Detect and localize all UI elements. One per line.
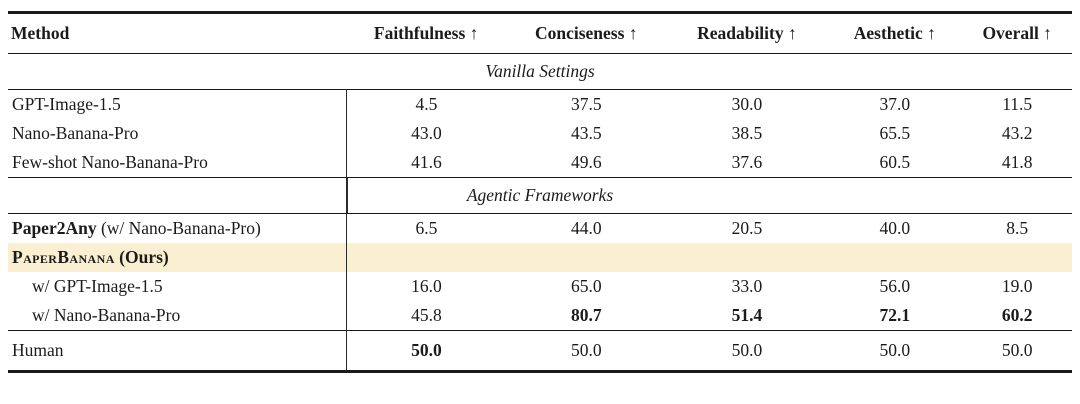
value-cell xyxy=(666,243,828,272)
value-cell xyxy=(962,243,1072,272)
value-cell: 37.6 xyxy=(731,152,763,172)
value-cell: 20.5 xyxy=(731,218,763,238)
table-row: w/ GPT-Image-1.5 16.0 65.0 33.0 56.0 19.0 xyxy=(8,272,1072,301)
method-text: Few-shot Nano-Banana-Pro xyxy=(12,152,208,172)
table-row: GPT-Image-1.5 4.5 37.5 30.0 37.0 11.5 xyxy=(8,89,1072,120)
method-text: (Ours) xyxy=(114,247,169,267)
value-cell: 51.4 xyxy=(731,305,763,325)
method-cell: Nano-Banana-Pro xyxy=(8,119,346,148)
method-text: PaperBanana xyxy=(12,247,115,267)
value-cell xyxy=(345,243,506,272)
header-cell-conciseness: Conciseness ↑ xyxy=(505,11,667,54)
section-label: Vanilla Settings xyxy=(8,53,1072,90)
table-header: Method Faithfulness ↑ Conciseness ↑ Read… xyxy=(8,11,1072,54)
section-row: Agentic Frameworks xyxy=(8,177,1072,214)
value-cell xyxy=(827,243,963,272)
method-cell: PaperBanana (Ours) xyxy=(8,243,347,272)
table-row: Few-shot Nano-Banana-Pro 41.6 49.6 37.6 60.5… xyxy=(8,148,1072,178)
value-cell: 33.0 xyxy=(731,276,763,296)
header-cell-method: Method xyxy=(8,11,347,54)
value-cell xyxy=(505,243,667,272)
method-cell: w/ Nano-Banana-Pro xyxy=(8,301,346,331)
header-cell-aesthetic: Aesthetic ↑ xyxy=(827,11,963,54)
header-cell-readability: Readability ↑ xyxy=(666,11,828,54)
value-cell: 50.0 xyxy=(505,330,667,373)
method-text: Paper2Any xyxy=(12,218,97,238)
value-cell: 44.0 xyxy=(570,218,602,238)
method-text: GPT-Image-1.5 xyxy=(12,94,121,114)
value-cell: 60.2 xyxy=(1001,305,1033,325)
table-row: Human 50.0 50.0 50.0 50.0 50.0 xyxy=(8,330,1072,373)
value-cell: 4.5 xyxy=(345,89,506,119)
value-cell: 41.8 xyxy=(1001,152,1033,172)
value-cell: 16.0 xyxy=(345,272,506,301)
method-cell: Human xyxy=(8,330,347,373)
value-cell: 80.7 xyxy=(570,305,602,325)
value-cell: 43.2 xyxy=(1001,123,1033,143)
header-cell-overall: Overall ↑ xyxy=(962,11,1072,54)
value-cell: 30.0 xyxy=(731,94,763,114)
section-label: Agentic Frameworks xyxy=(8,177,1072,214)
value-cell: 72.1 xyxy=(879,305,911,325)
value-cell: 50.0 xyxy=(345,330,506,373)
method-cell: Few-shot Nano-Banana-Pro xyxy=(8,148,346,178)
value-cell: 37.0 xyxy=(879,94,911,114)
value-cell: 45.8 xyxy=(345,301,506,331)
value-cell: 6.5 xyxy=(345,213,506,243)
value-cell: 19.0 xyxy=(1001,276,1033,296)
value-cell: 40.0 xyxy=(879,218,911,238)
results-table-container: Method Faithfulness ↑ Conciseness ↑ Read… xyxy=(8,11,1072,373)
value-cell: 65.5 xyxy=(879,123,911,143)
method-cell: w/ GPT-Image-1.5 xyxy=(8,272,346,301)
method-text: Human xyxy=(12,340,64,360)
method-cell: Paper2Any (w/ Nano-Banana-Pro) xyxy=(8,214,346,244)
value-cell: 43.5 xyxy=(570,123,602,143)
method-cell: GPT-Image-1.5 xyxy=(8,90,346,120)
value-cell: 50.0 xyxy=(962,330,1072,373)
method-text: w/ GPT-Image-1.5 xyxy=(32,276,163,296)
value-cell: 8.5 xyxy=(1006,218,1029,238)
value-cell: 50.0 xyxy=(666,330,828,373)
value-cell: 41.6 xyxy=(345,148,506,178)
value-cell: 43.0 xyxy=(345,119,506,148)
table-row: PaperBanana (Ours) xyxy=(8,243,1072,272)
value-cell: 11.5 xyxy=(1002,94,1033,114)
value-cell: 60.5 xyxy=(879,152,911,172)
method-text: (w/ Nano-Banana-Pro) xyxy=(96,218,261,238)
method-text: Nano-Banana-Pro xyxy=(12,123,139,143)
value-cell: 65.0 xyxy=(570,276,602,296)
method-text: w/ Nano-Banana-Pro xyxy=(32,305,181,325)
results-table: Method Faithfulness ↑ Conciseness ↑ Read… xyxy=(8,11,1072,373)
value-cell: 37.5 xyxy=(570,94,602,114)
value-cell: 49.6 xyxy=(570,152,602,172)
section-row: Vanilla Settings xyxy=(8,53,1072,90)
header-cell-faithfulness: Faithfulness ↑ xyxy=(346,11,506,54)
value-cell: 38.5 xyxy=(731,123,763,143)
header-row: Method Faithfulness ↑ Conciseness ↑ Read… xyxy=(8,11,1072,54)
table-row: Nano-Banana-Pro 43.0 43.5 38.5 65.5 43.2 xyxy=(8,119,1072,148)
value-cell: 56.0 xyxy=(879,276,911,296)
table-body: Vanilla Settings GPT-Image-1.5 4.5 37.5 30.0… xyxy=(8,53,1072,373)
value-cell: 50.0 xyxy=(827,330,963,373)
table-row: Paper2Any (w/ Nano-Banana-Pro) 6.5 44.0 20.… xyxy=(8,213,1072,244)
table-row: w/ Nano-Banana-Pro 45.8 80.7 51.4 72.1 60.2 xyxy=(8,301,1072,331)
